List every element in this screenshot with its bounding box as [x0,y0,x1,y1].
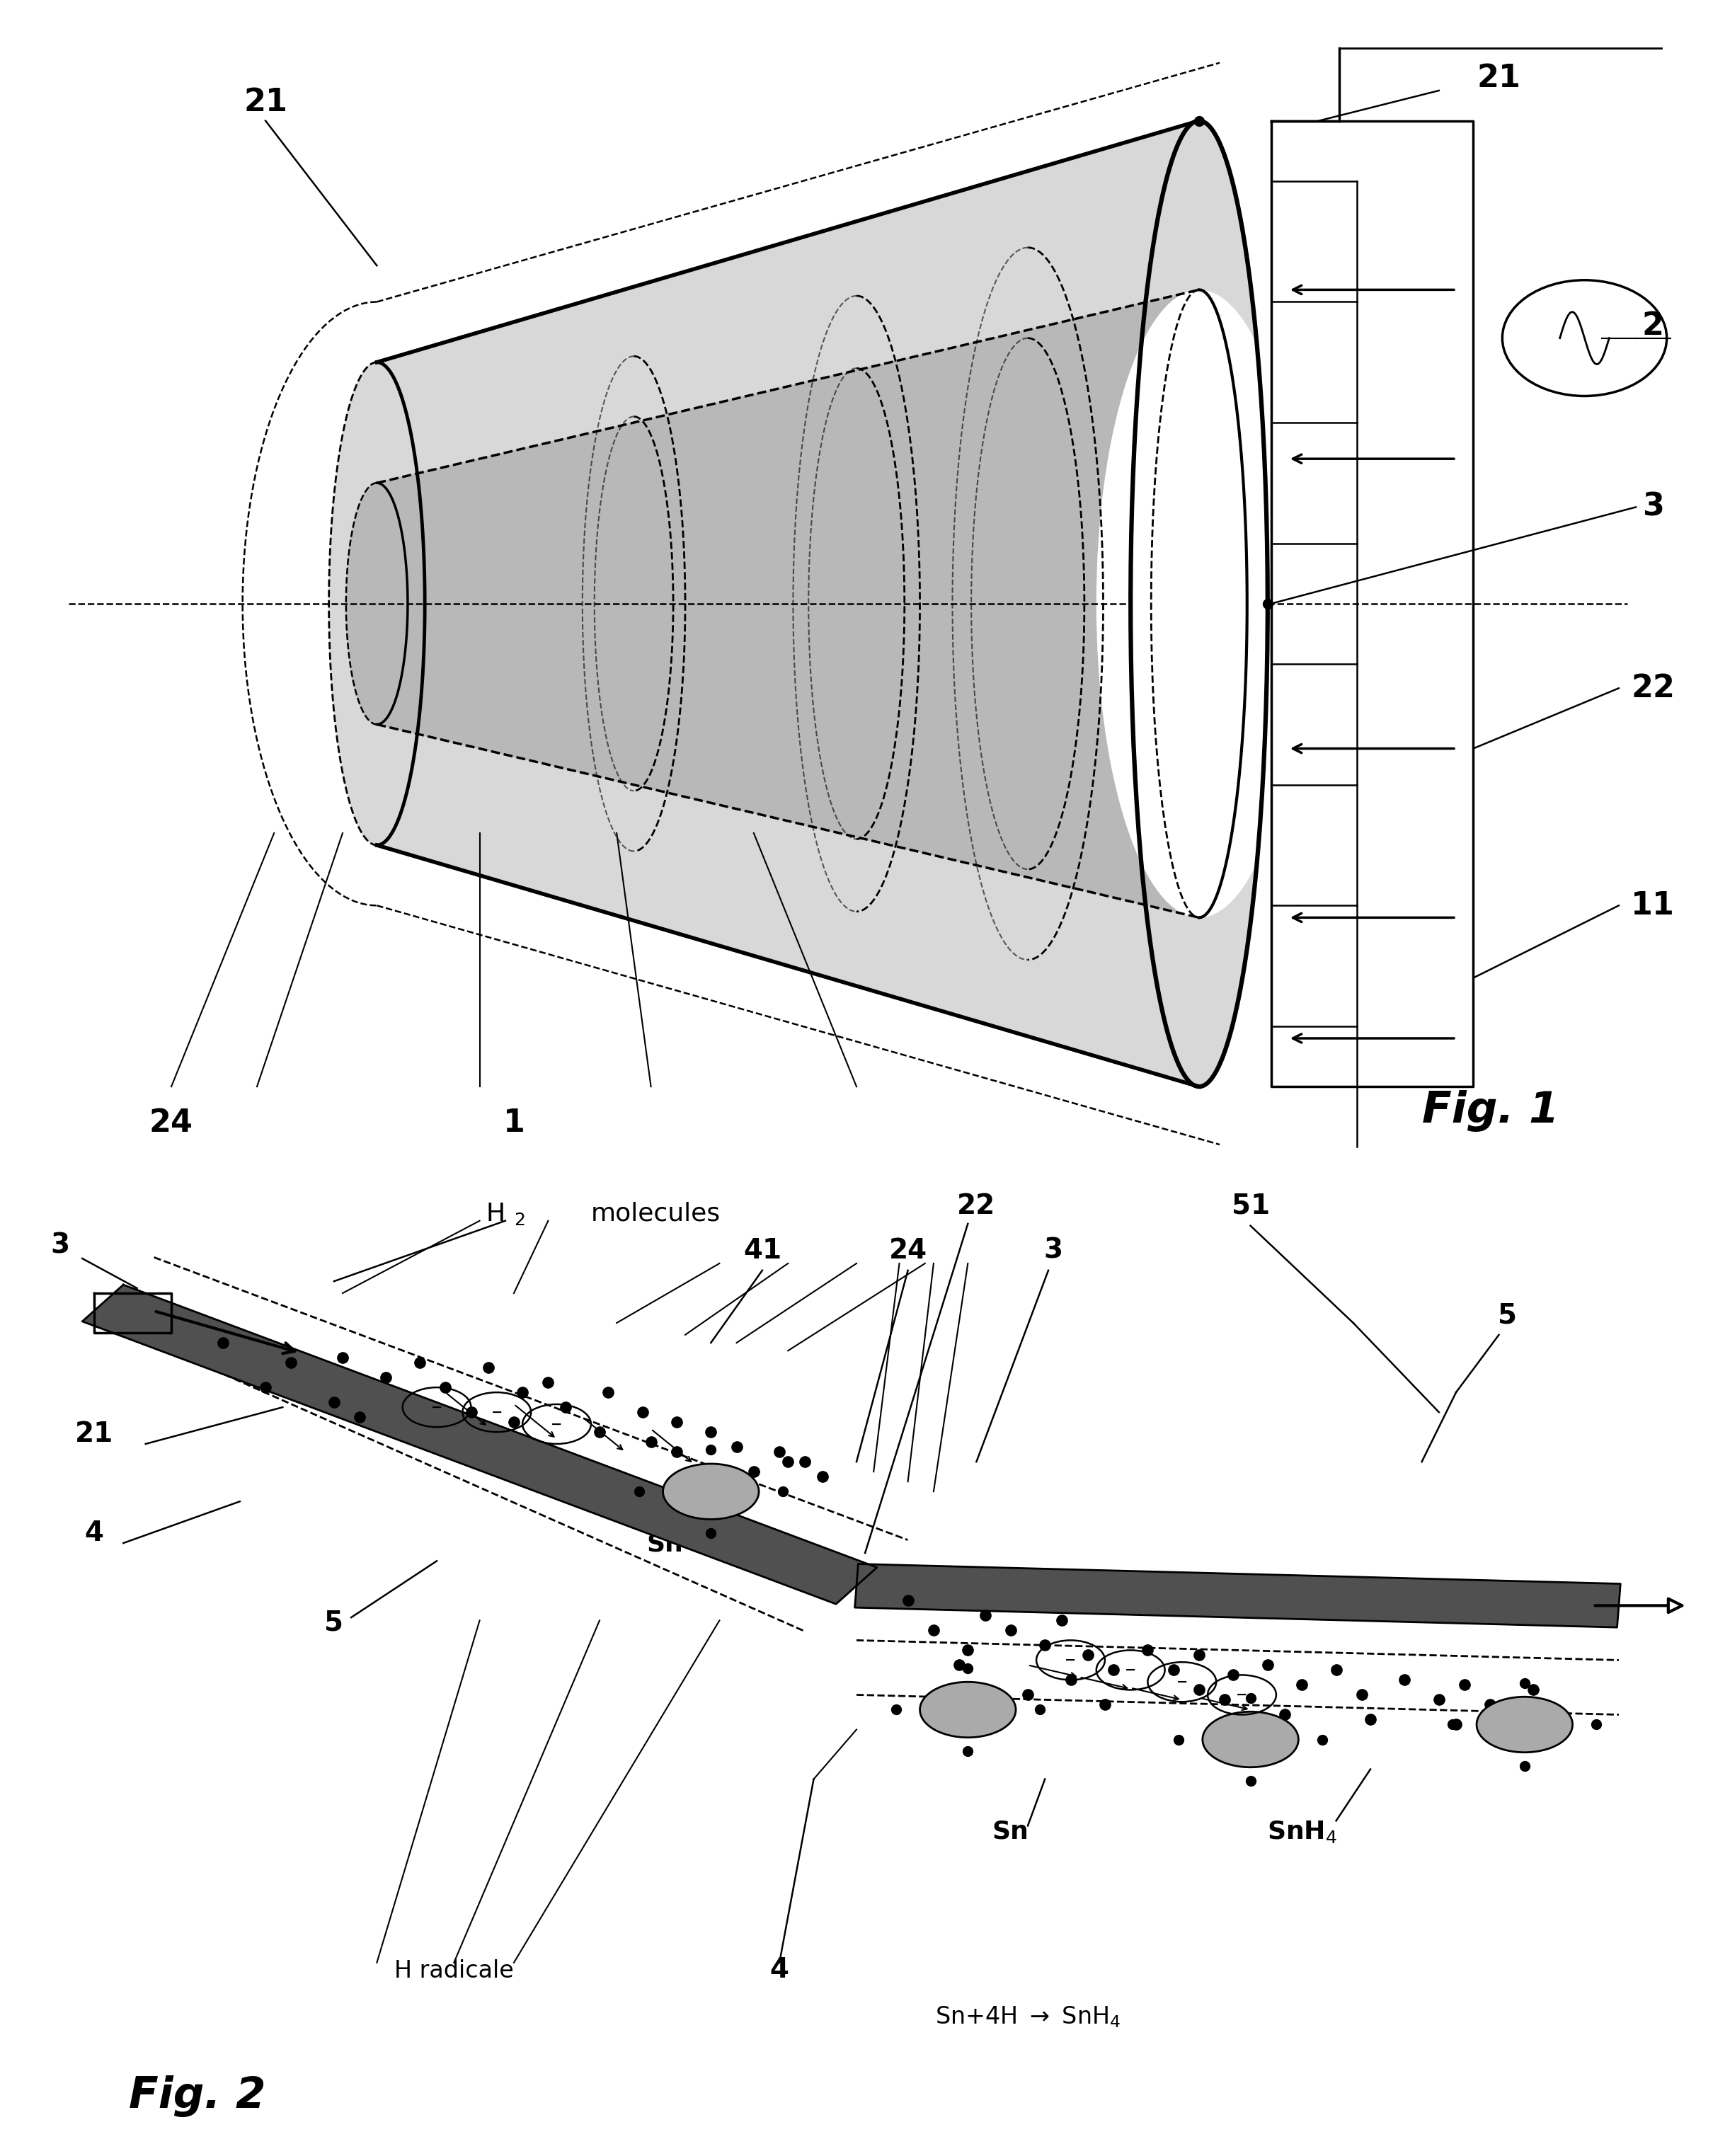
Text: −: − [492,1406,502,1419]
Circle shape [663,1464,759,1520]
Polygon shape [329,121,1268,1087]
Text: 5: 5 [1497,1302,1518,1328]
Text: 22: 22 [1631,673,1675,703]
Text: Fig. 1: Fig. 1 [1422,1091,1559,1132]
Text: 22: 22 [958,1192,995,1220]
Text: molecules: molecules [591,1201,721,1227]
Text: Fig. 2: Fig. 2 [128,2076,266,2117]
Text: −: − [552,1416,562,1432]
Text: −: − [432,1401,442,1414]
Text: 5: 5 [324,1608,344,1636]
Text: 2: 2 [514,1212,526,1229]
Polygon shape [855,1563,1620,1628]
Text: 11: 11 [1631,890,1675,921]
Text: −: − [1177,1675,1187,1688]
Text: 2: 2 [1643,310,1663,341]
Text: −: − [1065,1654,1076,1667]
Text: 21: 21 [75,1421,113,1447]
Text: Sn: Sn [992,1820,1030,1843]
Text: 4: 4 [84,1520,104,1546]
Text: 24: 24 [889,1238,927,1263]
Text: 3: 3 [1043,1238,1064,1263]
Circle shape [1477,1697,1573,1753]
Text: 3: 3 [1643,492,1663,522]
Text: 51: 51 [1232,1192,1269,1220]
Text: 21: 21 [1477,63,1521,93]
Text: 24: 24 [149,1108,194,1138]
Text: 1: 1 [504,1108,524,1138]
Text: H: H [486,1201,505,1227]
Text: −: − [1237,1688,1247,1701]
Text: −: − [1125,1662,1136,1677]
Ellipse shape [1096,289,1302,918]
Text: Sn+4H $\rightarrow$ SnH$_4$: Sn+4H $\rightarrow$ SnH$_4$ [935,2005,1120,2029]
Polygon shape [82,1285,877,1604]
Text: SnH$_4$: SnH$_4$ [1268,1820,1336,1843]
Text: 21: 21 [243,88,288,119]
Text: H radicale: H radicale [394,1960,514,1981]
Text: Sn: Sn [646,1533,683,1557]
Text: 4: 4 [769,1955,790,1984]
Text: 41: 41 [743,1238,781,1263]
Circle shape [1203,1712,1298,1768]
Text: 3: 3 [50,1233,70,1259]
Circle shape [920,1682,1016,1738]
Polygon shape [346,289,1247,918]
